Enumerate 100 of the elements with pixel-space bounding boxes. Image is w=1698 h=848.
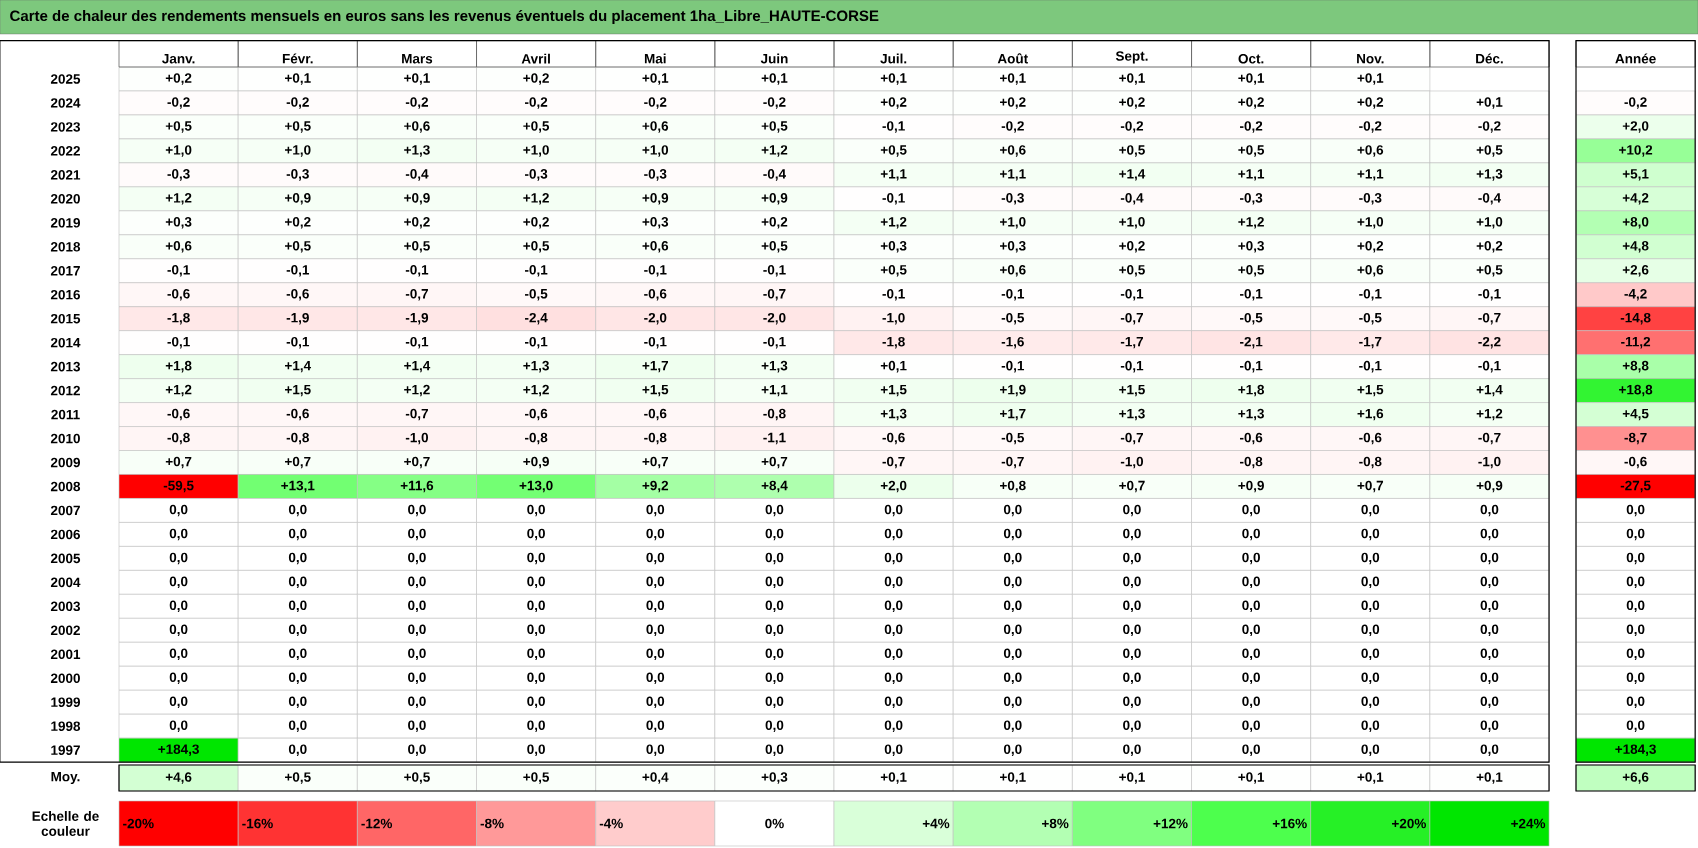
data-label: -0,7: [1478, 432, 1501, 445]
data-label: +0,9: [404, 193, 430, 205]
data-label: +0,1: [404, 73, 430, 85]
data-label: +1,0: [165, 145, 192, 157]
data-label: 0,0: [884, 696, 903, 708]
data-label: +1,0: [1000, 217, 1026, 229]
data-label: +0,2: [1357, 241, 1384, 253]
data-label: +1,2: [1476, 408, 1503, 421]
data-label: 0,0: [1003, 696, 1022, 708]
data-label: 0,0: [884, 744, 903, 756]
y-tick-label: 1997: [51, 745, 80, 755]
y-tick-label: 2001: [50, 649, 81, 660]
data-label: 0,0: [527, 600, 545, 613]
data-label: -0,1: [763, 264, 786, 277]
data-label: +0,3: [880, 241, 907, 253]
data-label: -1,7: [1359, 336, 1382, 349]
data-label: +0,6: [165, 241, 192, 253]
data-label: 0,0: [1626, 720, 1645, 732]
data-label: +0,6: [642, 241, 669, 253]
data-label: +1,3: [404, 145, 430, 157]
data-label: 0,0: [169, 528, 188, 541]
data-label: 0,0: [1626, 528, 1645, 541]
y-tick-label: 2018: [50, 242, 81, 252]
data-label: 0,0: [1242, 600, 1260, 613]
data-label: +0,5: [1238, 145, 1265, 157]
data-label: 0,0: [1003, 600, 1022, 613]
data-label: +0,5: [404, 772, 430, 784]
data-label: 0,0: [1361, 744, 1380, 756]
data-label: -0,2: [1240, 121, 1263, 133]
data-label: +1,9: [1000, 384, 1026, 397]
data-label: -0,7: [1001, 456, 1024, 469]
data-label: +0,7: [642, 456, 669, 469]
data-label: 0,0: [1242, 576, 1260, 589]
data-label: 0,0: [1626, 576, 1645, 589]
data-label: +0,1: [1476, 772, 1503, 784]
data-label: -1,1: [763, 432, 786, 445]
data-label: 0,0: [527, 696, 545, 708]
data-label: +13,0: [519, 480, 553, 493]
data-label: 0,0: [1480, 720, 1499, 732]
data-label: -2,2: [1478, 336, 1501, 349]
data-label: 0,0: [1361, 600, 1380, 613]
y-tick-label: 2020: [50, 194, 80, 204]
data-label: 0,0: [288, 624, 307, 637]
data-label: +4%: [922, 818, 950, 829]
data-label: +1,1: [1238, 169, 1265, 181]
data-label: -0,7: [1120, 432, 1143, 445]
data-label: 0,0: [1003, 720, 1022, 732]
data-label: -0,4: [1478, 193, 1502, 205]
data-label: +0,2: [404, 217, 430, 229]
data-label: 0,0: [884, 648, 903, 661]
data-label: +20%: [1392, 818, 1426, 829]
data-label: +2,6: [1622, 264, 1649, 277]
data-label: 0,0: [646, 600, 665, 613]
data-label: +1,0: [1476, 217, 1503, 229]
data-label: +0,5: [1119, 145, 1145, 157]
data-label: +0,9: [1238, 480, 1264, 493]
data-label: -2,1: [1240, 336, 1263, 349]
data-label: -0,7: [405, 408, 428, 421]
y-tick-label: 2000: [50, 673, 80, 684]
y-tick-label: 2012: [50, 385, 80, 396]
data-label: 0,0: [1361, 696, 1380, 708]
data-label: 0,0: [527, 528, 545, 541]
data-label: 0,0: [1123, 552, 1141, 565]
x-tick-label: Année: [1615, 53, 1656, 64]
data-label: 0,0: [527, 648, 545, 661]
data-label: 0,0: [527, 672, 545, 684]
data-label: -0,3: [644, 169, 667, 181]
data-label: 0,0: [646, 672, 665, 684]
data-label: +0,2: [1000, 97, 1026, 109]
data-label: -1,9: [286, 312, 309, 325]
data-label: 0,0: [527, 624, 545, 637]
x-tick-label: Oct.: [1238, 53, 1264, 64]
data-label: 0,0: [1361, 720, 1380, 732]
data-label: +1,4: [404, 360, 431, 373]
data-label: +0,5: [1238, 264, 1265, 277]
data-label: +0,5: [880, 264, 907, 277]
data-label: 0,0: [1480, 600, 1499, 613]
data-label: 0,0: [646, 624, 665, 637]
data-label: 0,0: [884, 576, 903, 589]
data-label: +11,6: [400, 480, 434, 493]
data-label: +13,1: [281, 480, 315, 493]
data-label: -0,1: [763, 336, 786, 349]
y-tick-label: 2002: [50, 625, 80, 636]
data-label: +0,3: [165, 217, 192, 229]
y-tick-label: 2023: [50, 122, 81, 132]
data-label: -0,3: [1240, 193, 1263, 205]
data-label: +0,1: [1357, 772, 1384, 784]
data-label: +4,5: [1622, 408, 1649, 421]
data-label: 0,0: [1003, 528, 1022, 541]
data-label: -0,1: [525, 336, 548, 349]
data-label: 0,0: [1123, 528, 1141, 541]
data-label: 0,0: [408, 552, 426, 565]
data-label: -0,1: [1240, 360, 1263, 373]
y-tick-label: 2009: [50, 457, 80, 468]
data-label: +1,0: [1357, 217, 1384, 229]
data-label: +0,1: [1119, 73, 1145, 85]
data-label: +0,9: [523, 456, 549, 469]
data-label: 0,0: [1626, 672, 1645, 684]
data-label: -0,7: [763, 288, 786, 301]
data-label: 0,0: [1123, 696, 1141, 708]
